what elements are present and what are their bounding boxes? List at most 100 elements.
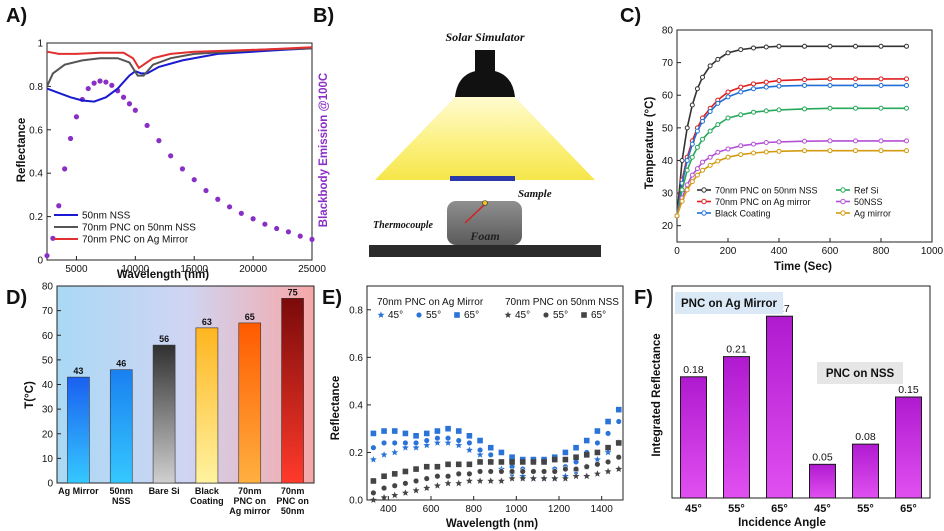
panel-c-x-axis-label: Time (Sec) [774,261,832,273]
panel-e-point [573,444,579,451]
panel-c-point [853,148,858,154]
panel-c-y-tick-label: 80 [662,26,674,37]
blackbody-point [297,233,303,239]
panel-c-y-tick-label: 40 [662,156,674,167]
panel-e-point [604,448,612,456]
panel-e-point [381,473,387,480]
panel-c-point [763,108,769,114]
panel-e-point [541,468,548,475]
panel-f-bar [895,396,922,499]
panel-e-point [583,472,591,480]
panel-e-plot: 400 600 800 1000 1200 1400 0.0 0.2 0.4 0.6 0.8 [349,285,624,515]
panel-e-point [573,466,580,473]
panel-c-legend-label: 70nm PNC on Ag mirror [715,197,811,207]
panel-e-point [583,452,590,458]
panel-e-legend-group: 70nm PNC on 50nm NSS [505,297,619,308]
panel-c-y-tick-label: 30 [662,189,674,200]
panel-e-point [370,478,377,484]
blackbody-point [85,85,91,92]
panel-c-point [689,141,695,147]
panel-c-point [751,141,756,147]
panel-e-point [466,433,473,439]
panel-d-category-label: Ag mirror [229,506,271,516]
panel-d-category-label: 50nm [109,486,133,496]
blackbody-point [56,203,62,209]
panel-c-legend-marker [840,198,846,205]
panel-e-point [498,468,505,475]
panel-c-point [694,144,700,150]
panel-c-point [684,125,690,131]
panel-e-point [391,471,398,477]
panel-e-point [562,475,569,482]
panel-d-category-label: 70nm [238,486,262,496]
panel-f-bar [723,356,750,499]
panel-e-point [444,439,452,446]
panel-c-point [700,118,705,124]
panel-e-point [477,468,484,475]
panel-e-point [562,456,569,463]
panel-e-point [423,463,430,470]
panel-c-point [684,167,690,173]
panel-f-bar [680,376,707,499]
panel-e-point [370,489,377,496]
panel-c-point [827,82,833,88]
panel-c-point [776,43,782,49]
blackbody-point [262,221,268,227]
panel-e-point [466,446,473,453]
panel-e-point [519,459,526,465]
panel-e-point [530,475,537,482]
panel-c-point [751,86,756,92]
panel-c-point [689,154,695,160]
panel-f-y-axis-label: Integrated Reflectance [651,333,663,456]
panel-e-point [434,463,441,470]
panel-d-category-label: Coating [190,496,224,506]
panel-e-point [594,461,601,468]
panel-e-point [615,454,622,461]
panel-d-y-tick-label: 80 [42,282,54,293]
panel-d-bar [109,369,133,484]
panel-c-point [776,148,782,154]
panel-c-point [751,150,756,156]
panel-c-point [763,44,769,50]
panel-c-legend-marker [701,210,707,216]
panel-e-point [530,459,537,465]
panel-d-y-tick-label: 0 [47,479,53,490]
panel-f-frame [671,285,931,499]
panel-e-point [391,439,398,446]
panel-e-point [434,482,441,489]
panel-e-point [445,461,451,468]
panel-c-point [694,172,700,178]
panel-c-point [776,83,782,89]
blackbody-point [109,82,115,88]
panel-c-legend-marker [840,187,846,193]
panel-e-point [562,466,569,473]
panel-f-value-label: 0.08 [855,431,876,443]
panel-c-point [694,128,700,134]
panel-e-legend-marker [581,312,587,318]
foam-block [447,201,522,245]
panel-e-point [498,477,505,484]
blackbody-point [144,122,150,129]
panel-e-point [519,468,526,475]
panel-c-point [715,100,721,106]
panel-e-legend-label: 65° [591,310,606,321]
panel-e-point [370,430,377,437]
panel-c-point [679,157,685,163]
panel-e-point [402,444,409,451]
panel-c-legend-label: Ag mirror [854,209,891,219]
panel-c-series-line [676,45,907,216]
panel-c-point [904,148,909,154]
blackbody-point [285,229,292,235]
panel-e-point [487,468,494,475]
panel-e-point [530,468,537,475]
panel-e-x-tick-label: 1200 [548,504,571,515]
panel-e-legend-group: 70nm PNC on Ag Mirror [377,297,484,308]
blackbody-point [73,114,80,120]
panel-e-y-tick-label: 0.6 [349,353,363,364]
panel-e-point [498,459,505,465]
panel-c-point [776,139,782,145]
panel-c-point [853,105,858,111]
